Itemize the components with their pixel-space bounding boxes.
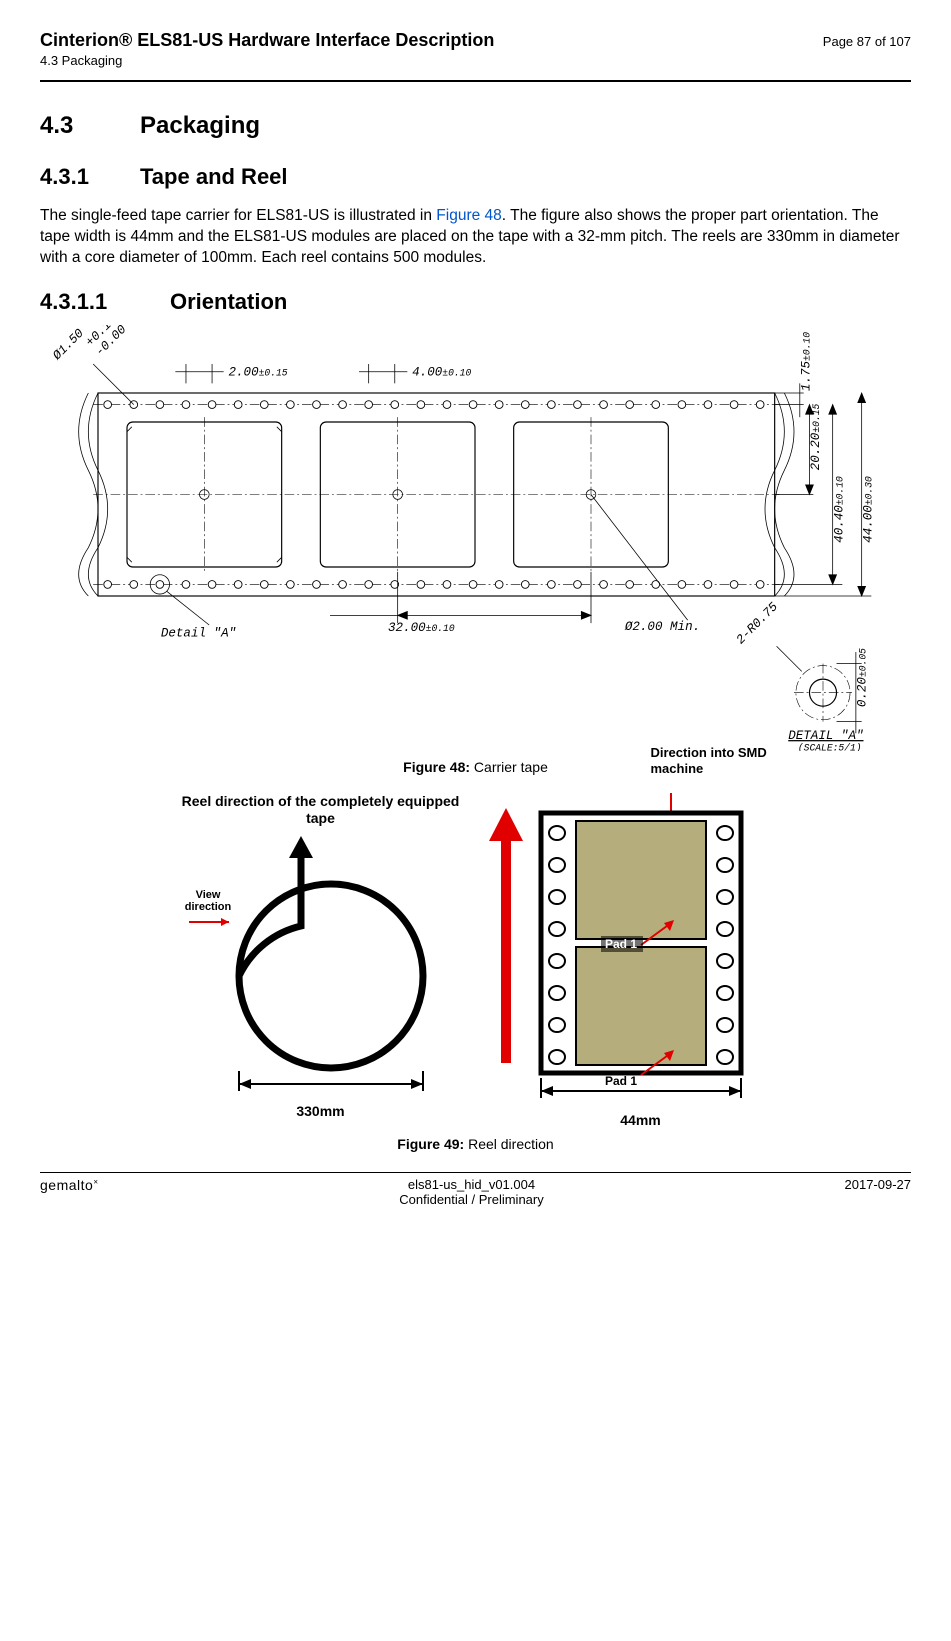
para1-a: The single-feed tape carrier for ELS81-U… bbox=[40, 207, 436, 224]
doc-title: Cinterion® ELS81-US Hardware Interface D… bbox=[40, 30, 494, 51]
fig49-text: Reel direction bbox=[464, 1136, 554, 1152]
svg-text:0.20±0.05: 0.20±0.05 bbox=[856, 648, 870, 707]
svg-text:32.00±0.10: 32.00±0.10 bbox=[388, 621, 455, 635]
footer-doc-id: els81-us_hid_v01.004 bbox=[98, 1177, 844, 1192]
svg-text:44.00±0.30: 44.00±0.30 bbox=[861, 476, 875, 543]
fig48-label: Figure 48: bbox=[403, 759, 470, 775]
fig49-label: Figure 49: bbox=[397, 1136, 464, 1152]
svg-text:4.00±0.10: 4.00±0.10 bbox=[412, 365, 471, 379]
header-rule bbox=[40, 80, 911, 82]
header-subsection: 4.3 Packaging bbox=[40, 53, 911, 68]
svg-text:Pad 1: Pad 1 bbox=[605, 1074, 637, 1088]
svg-text:Ø2.00 Min.: Ø2.00 Min. bbox=[624, 620, 700, 634]
brand-logo: gemalto× bbox=[40, 1177, 98, 1207]
footer-date: 2017-09-27 bbox=[845, 1177, 912, 1207]
dim-44mm: 44mm bbox=[541, 1112, 741, 1128]
figure-49-drawing: Reel direction of the completely equippe… bbox=[126, 793, 826, 1128]
svg-text:Ø1.50: Ø1.50 bbox=[50, 326, 88, 364]
secnum-4-3-1: 4.3.1 bbox=[40, 164, 140, 190]
secnum-4-3-1-1: 4.3.1.1 bbox=[40, 289, 170, 315]
footer-rule bbox=[40, 1172, 911, 1173]
sectitle-4-3-1: Tape and Reel bbox=[140, 164, 288, 189]
svg-text:20.20±0.15: 20.20±0.15 bbox=[809, 403, 823, 470]
footer-confidential: Confidential / Preliminary bbox=[98, 1192, 844, 1207]
svg-text:2-R0.75: 2-R0.75 bbox=[734, 599, 782, 647]
page-footer: gemalto× els81-us_hid_v01.004 Confidenti… bbox=[40, 1172, 911, 1207]
figure-49-caption: Figure 49: Reel direction bbox=[40, 1136, 911, 1152]
svg-text:Detail "A": Detail "A" bbox=[161, 626, 236, 640]
heading-4-3-1-1: 4.3.1.1Orientation bbox=[40, 289, 911, 315]
para-tape-reel: The single-feed tape carrier for ELS81-U… bbox=[40, 206, 911, 269]
figure-48-link[interactable]: Figure 48 bbox=[436, 207, 501, 224]
secnum-4-3: 4.3 bbox=[40, 112, 140, 140]
svg-text:(SCALE:5/1): (SCALE:5/1) bbox=[798, 742, 862, 750]
smd-direction-title: Direction into SMD machine bbox=[651, 745, 771, 778]
heading-4-3-1: 4.3.1Tape and Reel bbox=[40, 164, 911, 190]
page-number: Page 87 of 107 bbox=[823, 34, 911, 49]
heading-4-3: 4.3Packaging bbox=[40, 112, 911, 140]
svg-text:Pad 1: Pad 1 bbox=[605, 937, 637, 951]
figure-48-caption: Figure 48: Carrier tape bbox=[40, 759, 911, 775]
reel-direction-title: Reel direction of the completely equippe… bbox=[181, 793, 461, 828]
sectitle-4-3: Packaging bbox=[140, 112, 260, 139]
fig48-text: Carrier tape bbox=[470, 759, 548, 775]
svg-text:1.75±0.10: 1.75±0.10 bbox=[799, 332, 813, 391]
sectitle-4-3-1-1: Orientation bbox=[170, 289, 287, 314]
svg-text:40.40±0.10: 40.40±0.10 bbox=[832, 476, 846, 543]
view-direction-label: View direction bbox=[181, 889, 236, 914]
figure-48-drawing: 2.00±0.15 4.00±0.10 Ø1.50 +0.10 -0.00 32 bbox=[40, 325, 910, 751]
svg-text:2.00±0.15: 2.00±0.15 bbox=[229, 365, 288, 379]
svg-text:DETAIL "A": DETAIL "A" bbox=[788, 729, 863, 743]
